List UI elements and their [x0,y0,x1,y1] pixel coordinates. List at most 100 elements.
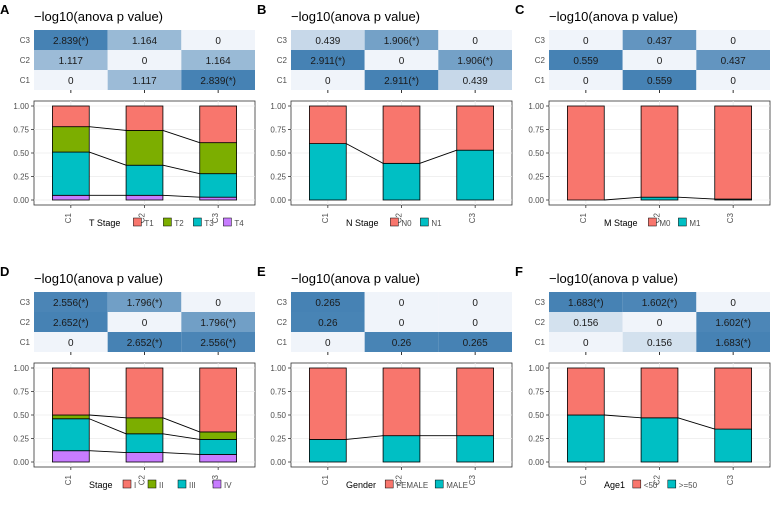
y-tick-label: 0.25 [270,173,286,182]
heatmap-cell-label: 0.156 [647,338,672,349]
y-tick-label: 0.00 [13,196,29,205]
heatmap-cell-label: 0 [399,318,405,329]
connector-line [89,194,200,198]
x-tick-label: C2 [653,474,662,485]
bar-segment [125,164,164,196]
heatmap-cell-label: 0 [215,36,221,47]
legend-swatch [223,217,232,227]
heatmap-cell-label: 0.439 [315,36,340,47]
heatmap-cell-label: 2.652(*) [53,318,89,329]
heatmap-cell [181,292,255,312]
heatmap-cell-label: 1.602(*) [642,298,678,309]
bar-segment [640,367,679,419]
bar-segment [640,417,679,463]
heatmap-row-label: C1 [535,338,546,347]
heatmap-cell [291,312,365,332]
heatmap-cell [549,30,623,50]
heatmap-row-label: C3 [20,36,31,45]
bar-segment [52,367,90,416]
heatmap-cell-label: 0 [730,76,736,87]
bar-segment [640,105,679,198]
legend-label: FEMALE [396,481,428,490]
x-tick-label: C2 [395,474,404,485]
heatmap-cell [438,292,512,312]
legend-title: N Stage [346,218,379,228]
heatmap-cell-label: 0 [399,56,405,67]
x-tick-label: C2 [653,212,662,223]
connector-line [346,435,457,440]
heatmap-row-label: C2 [277,56,288,65]
heatmap-title: −log10(anova p value) [34,9,163,24]
legend-swatch [133,217,142,227]
y-tick-label: 0.75 [528,126,544,135]
heatmap-cell-label: 1.683(*) [568,298,604,309]
y-tick-label: 0.00 [13,458,29,467]
heatmap-cell-label: 0 [583,36,589,47]
bar-segment [125,452,164,463]
heatmap-cell [438,70,512,90]
legend-swatch [434,479,444,489]
heatmap-cell [696,292,770,312]
legend-label: M1 [689,219,701,228]
heatmap-cell [181,312,255,332]
bar-segment [199,367,237,433]
heatmap-cell [622,332,697,352]
heatmap-cell-label: 0 [68,338,74,349]
legend-title: M Stage [604,218,638,228]
y-tick-label: 0.25 [13,435,29,444]
y-tick-label: 0.25 [270,435,286,444]
legend-swatch [122,479,132,489]
legend: Gender FEMALE MALE [346,479,468,490]
x-tick-label: C1 [321,212,330,223]
heatmap-cell-label: 0.439 [463,76,488,87]
heatmap-cell [364,332,439,352]
heatmap-title: −log10(anova p value) [549,9,678,24]
heatmap-cell-label: 0 [472,36,478,47]
heatmap-cell-label: 1.796(*) [127,298,163,309]
bar-segment [125,130,164,166]
bar-segment [52,151,90,196]
bar-segment [199,439,237,455]
heatmap-cell-label: 0 [325,76,331,87]
heatmap-cell [549,292,623,312]
heatmap-cell [549,312,623,332]
heatmap-cell [696,312,770,332]
heatmap-cell-label: 2.911(*) [384,76,419,87]
bar-segment [382,162,421,201]
heatmap-cell-label: 0 [730,36,736,47]
heatmap-cell [438,312,512,332]
bar-segment [199,454,237,463]
heatmap-row-label: C3 [535,298,546,307]
y-tick-label: 1.00 [13,364,29,373]
heatmap-cell-label: 0 [657,318,663,329]
heatmap-row-label: C1 [20,76,31,85]
legend-title: Age1 [604,480,625,490]
y-tick-label: 0.75 [270,388,286,397]
heatmap-cell [34,50,108,70]
heatmap-cell [438,30,512,50]
heatmap-row-label: C3 [277,36,288,45]
bar-segment [567,105,605,201]
panel-e: E −log10(anova p value) C3 0.265 0 0 C2 0.26 0 0 C… [257,264,513,490]
heatmap-cell-label: 0 [215,298,221,309]
connector-line [604,196,715,201]
heatmap-row-label: C3 [535,36,546,45]
legend: T Stage T1 T2 T3 T4 [89,217,244,228]
bar-segment [199,105,237,144]
heatmap-cell [549,50,623,70]
connector-line [604,414,715,430]
heatmap-cell-label: 2.911(*) [310,56,345,67]
heatmap-row-label: C2 [20,318,31,327]
legend-label: M0 [659,219,671,228]
bar-segment [309,439,347,463]
bar-segment [309,105,347,144]
heatmap-cell [622,70,697,90]
legend-swatch [384,479,394,489]
heatmap-cell-label: 0 [730,298,736,309]
legend: Age1 <50 >=50 [604,479,698,490]
connector-line [89,126,200,144]
heatmap-cell-label: 2.652(*) [127,338,163,349]
heatmap-cell-label: 0 [472,318,478,329]
bar-segment [52,194,90,201]
y-tick-label: 0.50 [270,149,286,158]
